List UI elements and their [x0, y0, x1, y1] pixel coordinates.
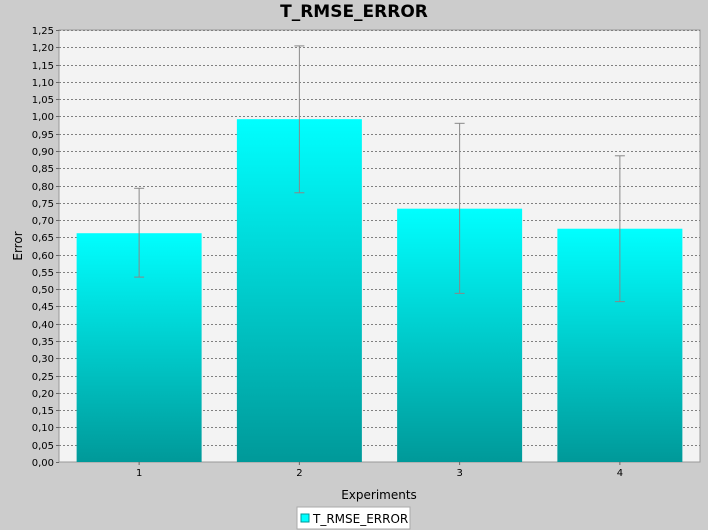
y-tick-label: 0,60 [32, 251, 54, 262]
y-tick-label: 0,55 [32, 268, 54, 279]
y-tick-label: 0,75 [32, 199, 54, 210]
grid-lines [59, 30, 700, 446]
y-tick-label: 0,25 [32, 372, 54, 383]
y-tick-label: 1,25 [32, 26, 54, 37]
y-tick-label: 0,45 [32, 302, 54, 313]
y-tick-label: 0,05 [32, 441, 54, 452]
y-tick-label: 0,50 [32, 285, 54, 296]
x-tick-label: 1 [136, 468, 142, 479]
y-tick-label: 0,85 [32, 164, 54, 175]
y-tick-label: 0,20 [32, 389, 54, 400]
y-tick-label: 0,80 [32, 182, 54, 193]
y-tick-label: 0,00 [32, 458, 54, 469]
y-tick-label: 1,15 [32, 61, 54, 72]
legend: T_RMSE_ERROR [296, 506, 411, 530]
y-tick-label: 0,10 [32, 423, 54, 434]
y-tick-label: 0,90 [32, 147, 54, 158]
x-tick-label: 4 [617, 468, 623, 479]
legend-label: T_RMSE_ERROR [312, 512, 408, 526]
chart-title: T_RMSE_ERROR [280, 2, 428, 22]
y-tick-label: 1,00 [32, 112, 54, 123]
y-tick-label: 0,65 [32, 233, 54, 244]
y-tick-label: 0,15 [32, 406, 54, 417]
y-tick-label: 0,40 [32, 320, 54, 331]
y-tick-label: 1,10 [32, 78, 54, 89]
y-tick-label: 1,05 [32, 95, 54, 106]
y-tick-label: 1,20 [32, 43, 54, 54]
y-tick-label: 0,30 [32, 354, 54, 365]
y-tick-label: 0,70 [32, 216, 54, 227]
y-axis-label: Error [11, 231, 25, 260]
y-tick-label: 0,35 [32, 337, 54, 348]
y-axis: 0,00 0,05 0,10 0,15 0,20 0,25 0,30 0,35 0,40 0,45… [32, 26, 59, 469]
x-axis-label: Experiments [341, 488, 417, 502]
error-bars [134, 45, 625, 303]
x-axis: 1 2 3 4 [136, 462, 623, 479]
x-tick-label: 2 [296, 468, 302, 479]
x-tick-label: 3 [456, 468, 462, 479]
legend-swatch [300, 513, 310, 523]
y-tick-label: 0,95 [32, 130, 54, 141]
legend-box [296, 506, 411, 530]
